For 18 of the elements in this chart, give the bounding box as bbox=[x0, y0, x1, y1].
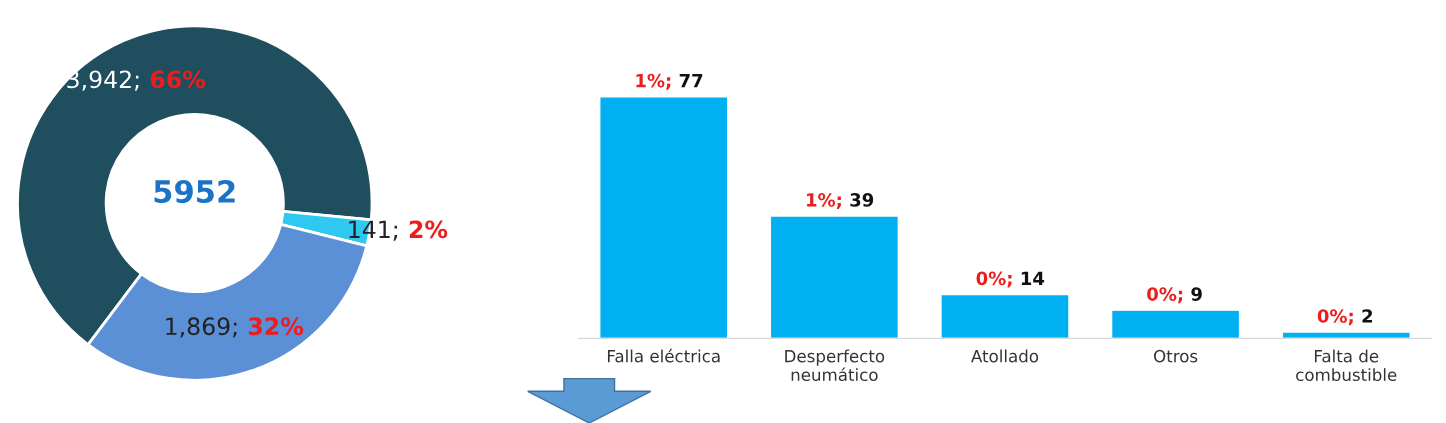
bar bbox=[940, 293, 1070, 339]
x-tick-label: Falta de combustible bbox=[1296, 349, 1397, 382]
x-tick-label: Atollado bbox=[971, 349, 1039, 363]
data-label: 3,942; 66% bbox=[67, 70, 206, 91]
x-tick-label: Desperfecto neumático bbox=[785, 349, 885, 382]
x-tick-label: Falla eléctrica bbox=[607, 348, 720, 363]
x-tick-label: Otros bbox=[1154, 349, 1198, 363]
data-label: 1%; 77 bbox=[636, 73, 703, 90]
bar bbox=[1110, 309, 1241, 339]
bar bbox=[1281, 331, 1411, 339]
data-label: 1%; 39 bbox=[807, 193, 874, 210]
data-label: 0%; 9 bbox=[1147, 287, 1202, 304]
data-label: 1,869; 32% bbox=[166, 317, 304, 338]
data-label: 0%; 2 bbox=[1317, 309, 1373, 326]
bar bbox=[769, 215, 900, 339]
data-label: 0%; 14 bbox=[976, 271, 1045, 288]
bar bbox=[599, 95, 729, 339]
text: 5952 bbox=[154, 179, 235, 204]
